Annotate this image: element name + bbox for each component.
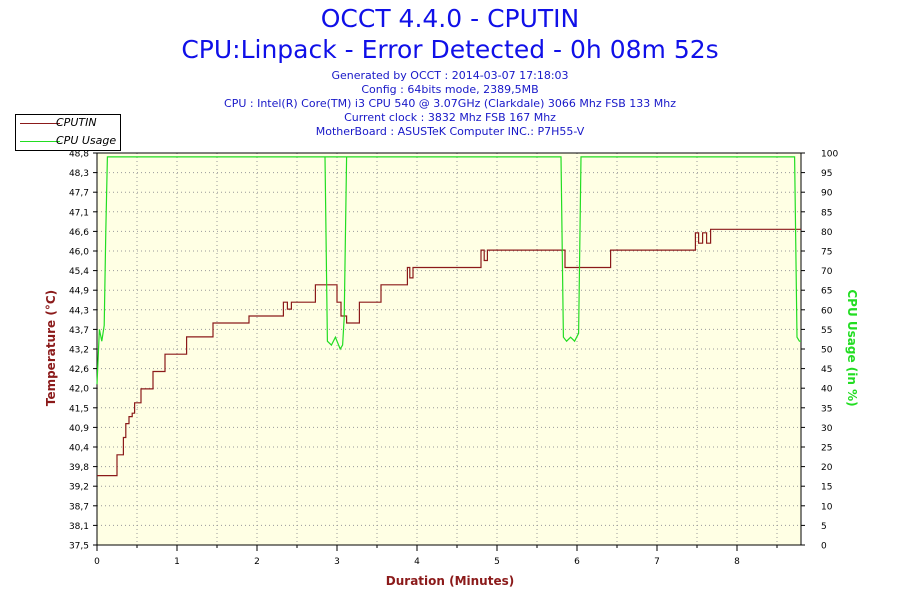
legend-label-cputin: CPUTIN xyxy=(56,116,97,129)
y-tick-label: 39,8 xyxy=(69,463,89,473)
y2-tick-label: 15 xyxy=(821,483,832,493)
info-clock: Current clock : 3832 Mhz FSB 167 Mhz xyxy=(344,111,556,124)
y2-tick-label: 85 xyxy=(821,208,832,218)
y-tick-label: 43,7 xyxy=(69,326,89,336)
y-tick-label: 44,3 xyxy=(69,306,89,316)
y-tick-label: 41,5 xyxy=(69,404,89,414)
legend-label-cpu-usage: CPU Usage xyxy=(56,134,117,147)
info-motherboard: MotherBoard : ASUSTeK Computer INC.: P7H… xyxy=(315,125,585,138)
grid-lines xyxy=(97,153,801,545)
y2-tick-label: 35 xyxy=(821,404,832,414)
x-tick-label: 6 xyxy=(574,557,580,567)
info-config: Config : 64bits mode, 2389,5MB xyxy=(361,83,539,96)
legend-item-cputin: CPUTIN xyxy=(16,115,120,131)
series-layer xyxy=(96,156,801,477)
info-cpu: CPU : Intel(R) Core(TM) i3 CPU 540 @ 3.0… xyxy=(224,97,676,110)
tick-labels: 37,5 38,1 38,7 39,2 39,8 40,4 40,9 41,5 42,0 42,6… xyxy=(69,150,838,568)
y2-tick-label: 100 xyxy=(821,150,838,160)
y-tick-label: 45,4 xyxy=(69,267,89,277)
y2-axis-label: CPU Usage (in %) xyxy=(845,289,859,406)
legend-item-cpu-usage: CPU Usage xyxy=(16,133,120,149)
y2-tick-label: 55 xyxy=(821,326,832,336)
y-tick-label: 44,9 xyxy=(69,287,89,297)
x-tick-label: 5 xyxy=(494,557,500,567)
y2-tick-label: 45 xyxy=(821,365,832,375)
x-tick-label: 1 xyxy=(174,557,180,567)
y2-tick-label: 50 xyxy=(821,346,833,356)
y-tick-label: 48,8 xyxy=(69,150,89,160)
x-tick-label: 4 xyxy=(414,557,420,567)
y2-tick-label: 75 xyxy=(821,248,832,258)
y-tick-label: 40,9 xyxy=(69,424,89,434)
x-tick-label: 7 xyxy=(654,557,660,567)
y-tick-label: 43,2 xyxy=(69,346,89,356)
x-tick-label: 2 xyxy=(254,557,260,567)
legend-swatch-cpu-usage xyxy=(20,141,60,142)
y-tick-label: 47,1 xyxy=(69,208,89,218)
y2-tick-label: 80 xyxy=(821,228,833,238)
y-tick-label: 37,5 xyxy=(69,542,89,552)
y2-tick-label: 5 xyxy=(821,522,827,532)
y2-tick-label: 0 xyxy=(821,542,827,552)
y2-tick-label: 60 xyxy=(821,306,833,316)
y2-tick-label: 95 xyxy=(821,169,832,179)
info-generated: Generated by OCCT : 2014-03-07 17:18:03 xyxy=(331,69,569,82)
legend-swatch-cputin xyxy=(20,123,60,124)
legend: CPUTIN CPU Usage xyxy=(15,114,121,151)
y-tick-label: 46,0 xyxy=(69,248,89,258)
axes xyxy=(93,152,805,551)
chart-subtitle: CPU:Linpack - Error Detected - 0h 08m 52… xyxy=(181,35,719,64)
y2-tick-label: 70 xyxy=(821,267,833,277)
y-tick-label: 42,0 xyxy=(69,385,89,395)
y2-tick-label: 90 xyxy=(821,189,833,199)
x-tick-label: 0 xyxy=(94,557,100,567)
series-line-cputin xyxy=(97,228,801,477)
y2-tick-label: 40 xyxy=(821,385,833,395)
y2-tick-label: 20 xyxy=(821,463,833,473)
y-tick-label: 46,6 xyxy=(69,228,89,238)
y-tick-label: 38,7 xyxy=(69,502,89,512)
y2-tick-label: 10 xyxy=(821,502,833,512)
x-axis-label: Duration (Minutes) xyxy=(386,574,514,588)
series-line-cpu-usage xyxy=(96,156,801,385)
y-tick-label: 39,2 xyxy=(69,483,89,493)
y-tick-label: 48,3 xyxy=(69,169,89,179)
y-axis-label: Temperature (°C) xyxy=(44,290,58,406)
x-tick-label: 8 xyxy=(734,557,740,567)
y2-tick-label: 30 xyxy=(821,424,833,434)
y2-tick-label: 65 xyxy=(821,287,832,297)
y-tick-label: 40,4 xyxy=(69,444,89,454)
y-tick-label: 42,6 xyxy=(69,365,89,375)
x-tick-label: 3 xyxy=(334,557,340,567)
y2-tick-label: 25 xyxy=(821,444,832,454)
plot-border xyxy=(96,152,802,546)
chart-title: OCCT 4.4.0 - CPUTIN xyxy=(320,4,580,33)
y-tick-label: 47,7 xyxy=(69,189,89,199)
y-tick-label: 38,1 xyxy=(69,522,89,532)
